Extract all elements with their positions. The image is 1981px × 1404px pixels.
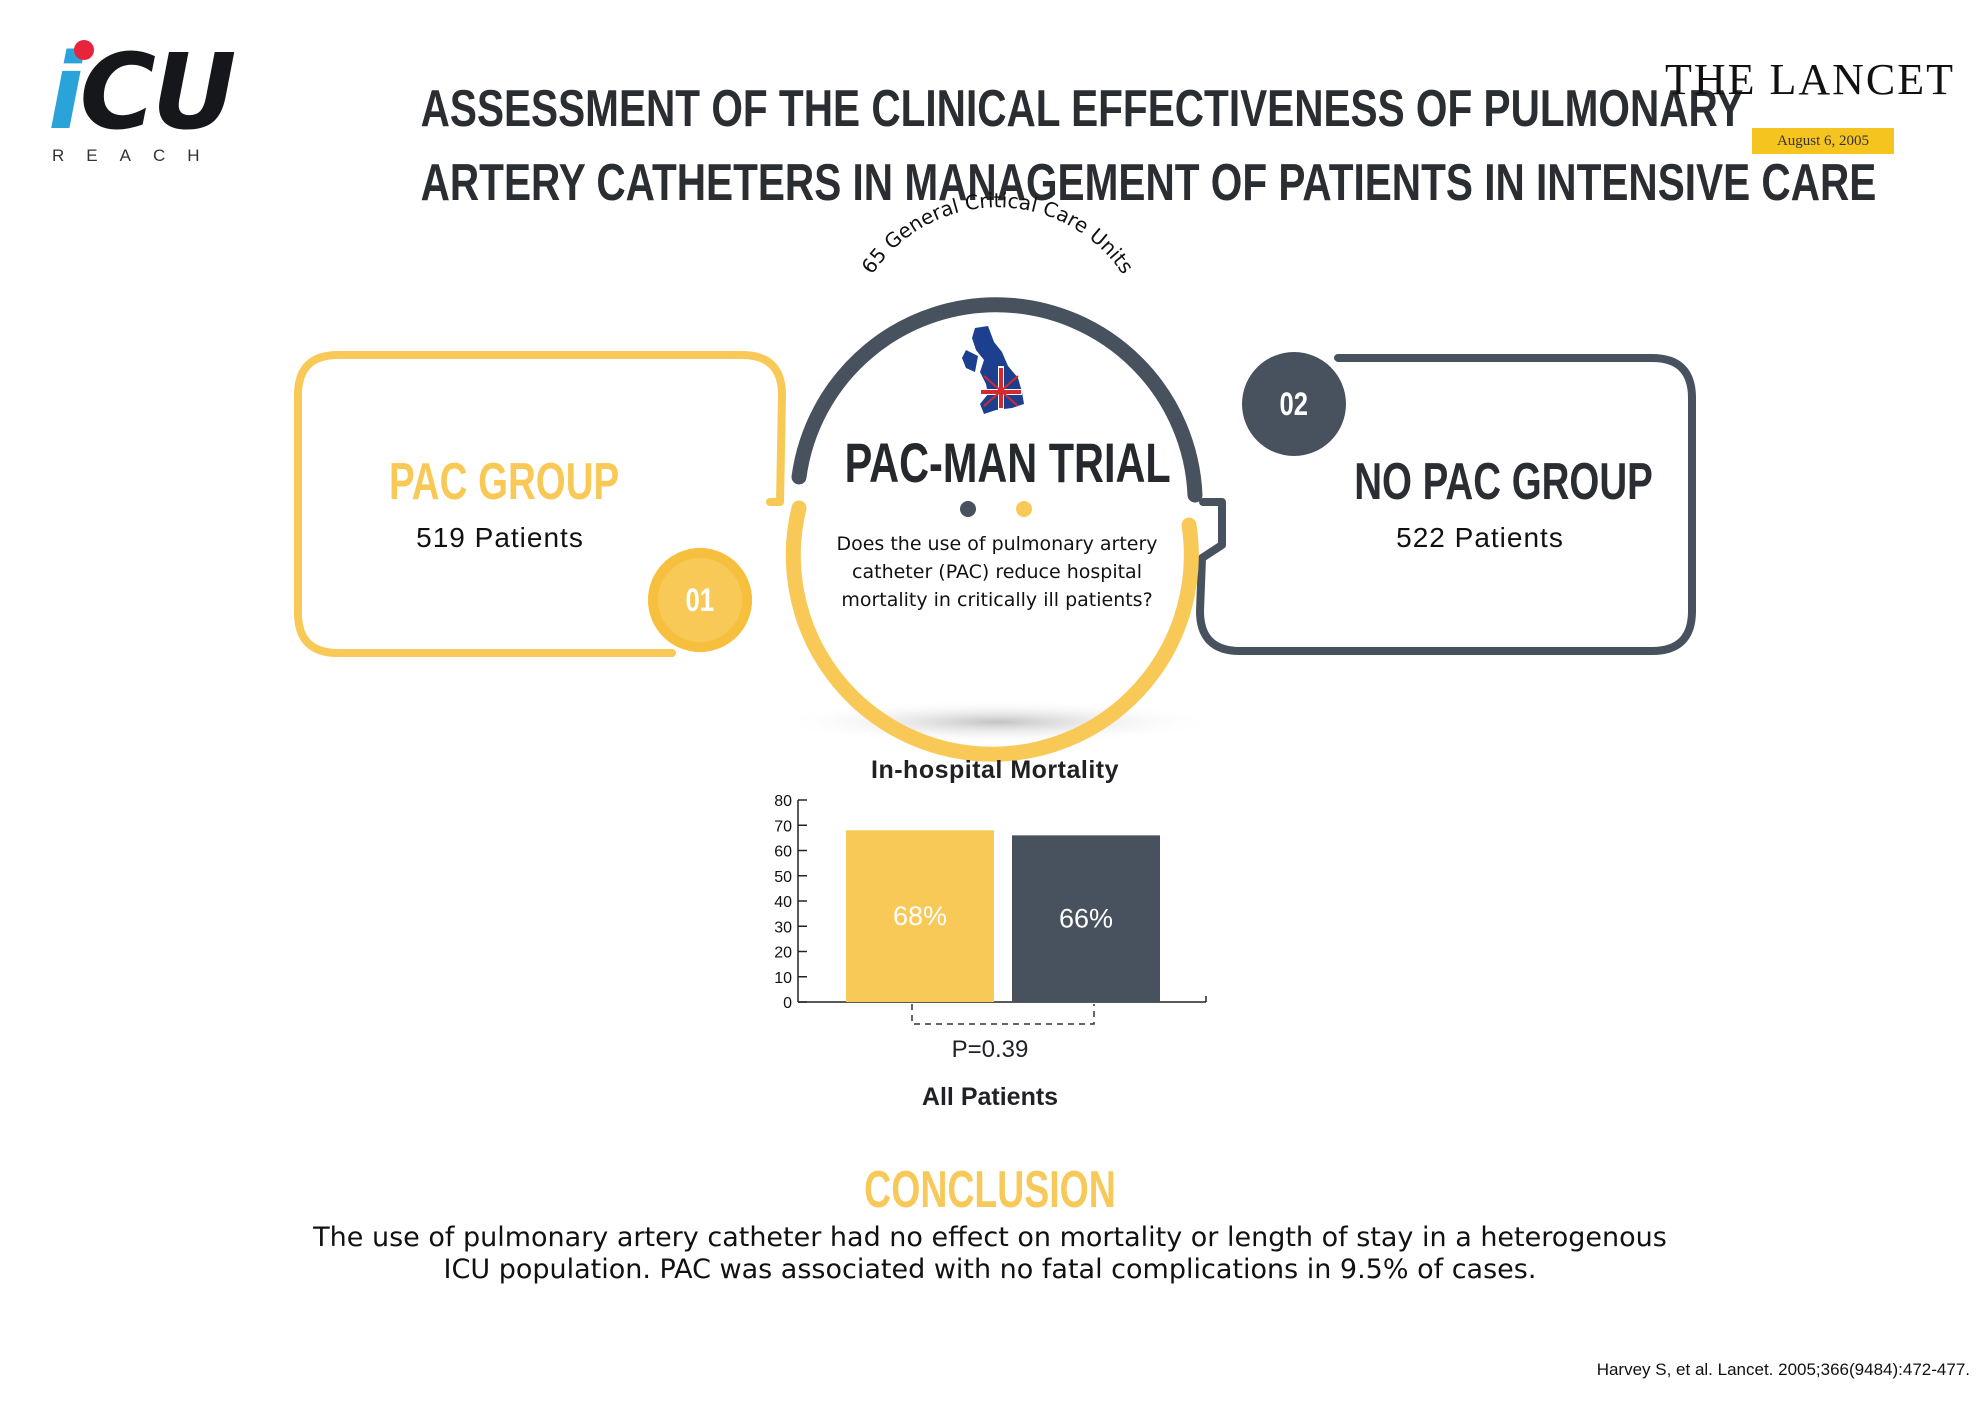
y-tick-label: 0 — [783, 995, 792, 1012]
pac-group-name: PAC GROUP — [389, 453, 620, 511]
y-tick-label: 50 — [774, 869, 792, 886]
pac-group-patients: 519 Patients — [416, 522, 584, 553]
trial-question: Does the use of pulmonary artery cathete… — [836, 533, 1158, 611]
citation: Harvey S, et al. Lancet. 2005;366(9484):… — [1596, 1360, 1970, 1379]
pac-group-frame — [294, 351, 786, 657]
journal-date: August 6, 2005 — [1752, 128, 1894, 154]
conclusion-title: CONCLUSION — [864, 1161, 1116, 1219]
y-tick-label: 30 — [774, 919, 792, 936]
y-tick-label: 60 — [774, 844, 792, 861]
pac-group-heading: PAC GROUP — [350, 452, 650, 512]
chart-bars: 68% 66% — [846, 830, 1160, 1025]
logo-mark-cu: CU — [79, 31, 237, 153]
dot-yellow — [1016, 501, 1032, 517]
chart-xlabel: All Patients — [921, 1083, 1059, 1111]
y-tick-label: 70 — [774, 818, 792, 835]
y-tick-label: 80 — [774, 793, 792, 810]
no-pac-group-name: NO PAC GROUP — [1354, 453, 1653, 511]
no-pac-group-patients: 522 Patients — [1396, 522, 1564, 553]
y-tick-label: 20 — [774, 945, 792, 962]
bar-no-pac-group — [1012, 835, 1160, 1002]
pac-group-badge: 01 — [648, 548, 752, 652]
chart-title: In-hospital Mortality — [871, 756, 1119, 784]
y-tick-label: 40 — [774, 894, 792, 911]
trial-name: PAC-MAN TRIAL — [844, 431, 1171, 494]
center-ring-top — [791, 297, 1203, 503]
logo-red-dot — [74, 40, 94, 60]
y-tick-label: 10 — [774, 970, 792, 987]
no-pac-group-heading: NO PAC GROUP — [1310, 452, 1653, 512]
no-pac-group-frame — [1196, 354, 1696, 655]
uk-map-flag-icon — [962, 326, 1024, 414]
dot-dark — [960, 501, 976, 517]
significance-bracket — [911, 1004, 1095, 1025]
bar-data-label: 68% — [893, 901, 947, 931]
conclusion-heading: CONCLUSION — [790, 1160, 1190, 1220]
no-pac-group-badge: 02 — [1242, 352, 1346, 456]
bar-pac-group — [846, 830, 994, 1002]
page-title-line1: ASSESSMENT OF THE CLINICAL EFFECTIVENESS… — [420, 80, 1744, 138]
page-title: ASSESSMENT OF THE CLINICAL EFFECTIVENESS… — [260, 72, 1877, 220]
center-ring-bottom — [785, 500, 1199, 762]
logo-subtitle: REACH — [52, 146, 222, 165]
pac-group-number: 01 — [685, 581, 715, 618]
journal-name: THE LANCET — [1664, 55, 1956, 104]
trial-name-wrap: PAC-MAN TRIAL — [790, 430, 1210, 495]
conclusion-text: The use of pulmonary artery catheter had… — [313, 1222, 1667, 1285]
p-value: P=0.39 — [951, 1036, 1029, 1063]
no-pac-group-number: 02 — [1279, 385, 1309, 422]
bar-data-label: 66% — [1059, 904, 1113, 934]
